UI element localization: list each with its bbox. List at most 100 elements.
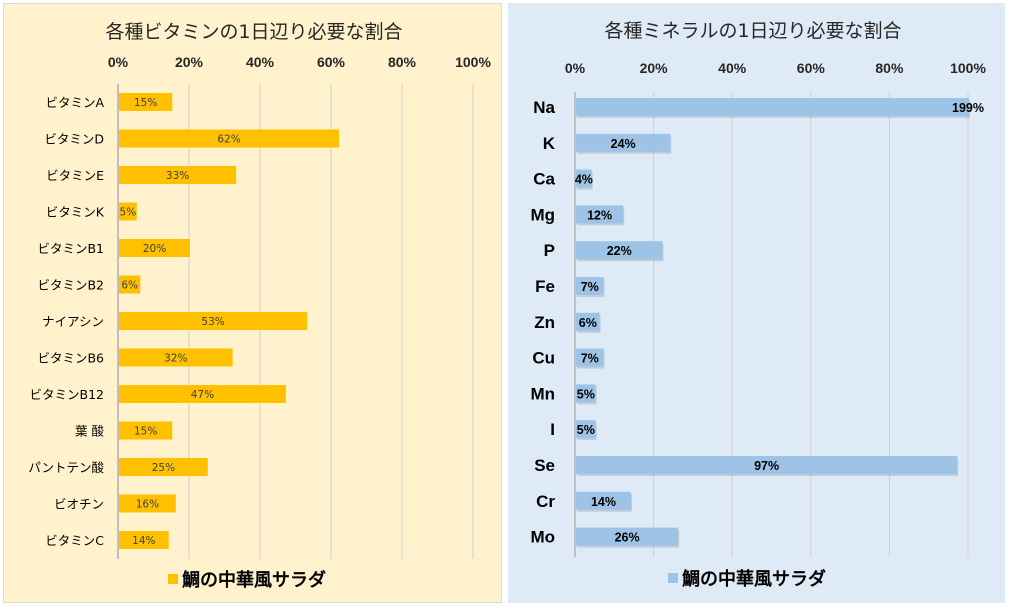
vitamin-chart-panel: 各種ビタミンの1日辺り必要な割合 0% 20% 40% 60% 80% 100% ビタミンA…: [3, 3, 502, 603]
vitamin-category-label: ビタミンA: [45, 95, 104, 110]
mineral-data-label: 5%: [577, 423, 595, 437]
mineral-category-label: Ca: [533, 170, 555, 189]
mineral-bar: [576, 312, 600, 331]
vitamin-x-tick-label: 20%: [175, 54, 204, 70]
mineral-x-tick-label: 60%: [797, 60, 826, 76]
mineral-data-label: 26%: [615, 531, 640, 545]
mineral-category-label: I: [550, 420, 555, 439]
vitamin-data-label: 32%: [164, 353, 187, 365]
vitamin-bar: [119, 458, 208, 476]
vitamin-data-label: 6%: [121, 280, 138, 292]
vitamin-data-label: 47%: [191, 389, 214, 401]
vitamin-category-label: ビタミンC: [45, 533, 104, 548]
vitamin-chart: 各種ビタミンの1日辺り必要な割合 0% 20% 40% 60% 80% 100% ビタミンA…: [28, 21, 491, 591]
mineral-data-label: 199%: [952, 101, 984, 115]
vitamin-bar: [119, 275, 141, 294]
mineral-x-tick-label: 0%: [565, 60, 586, 76]
vitamin-bar: [119, 166, 237, 184]
vitamin-bar: [119, 93, 173, 111]
mineral-bar: [576, 169, 592, 188]
mineral-data-label: 22%: [607, 244, 632, 258]
mineral-data-label: 14%: [591, 495, 616, 509]
mineral-chart: 各種ミネラルの1日辺り必要な割合 0% 20% 40% 60% 80% 100% Na 199…: [530, 20, 986, 590]
mineral-category-label: Na: [533, 98, 555, 117]
mineral-bar: [576, 456, 958, 474]
vitamin-category-label: ビタミンD: [44, 132, 104, 147]
vitamin-category-label: パントテン酸: [28, 460, 104, 475]
mineral-category-label: K: [543, 134, 556, 153]
vitamin-data-label: 53%: [201, 316, 224, 328]
vitamin-category-label: ビタミンE: [46, 168, 104, 183]
mineral-legend: 鯛の中華風サラダ: [668, 568, 826, 590]
vitamin-bar: [119, 239, 190, 257]
mineral-bar: [576, 133, 671, 152]
mineral-category-label: Cu: [532, 349, 555, 368]
vitamin-category-label: ビオチン: [54, 497, 104, 512]
mineral-x-tick-label: 100%: [950, 60, 986, 76]
vitamin-bar: [119, 385, 286, 403]
mineral-x-tick-label: 20%: [640, 60, 669, 76]
vitamin-data-label: 15%: [134, 426, 157, 438]
mineral-category-label: Se: [534, 456, 555, 475]
vitamin-data-label: 14%: [132, 535, 155, 547]
vitamin-x-tick-label: 60%: [317, 54, 346, 70]
vitamin-data-label: 20%: [143, 243, 166, 255]
vitamin-x-tick-label: 40%: [246, 54, 275, 70]
mineral-bar: [576, 348, 604, 367]
vitamin-category-label: ビタミンB2: [37, 278, 104, 293]
mineral-category-label: Mo: [530, 528, 555, 547]
mineral-data-label: 5%: [577, 387, 595, 401]
mineral-chart-title: 各種ミネラルの1日辺り必要な割合: [604, 20, 901, 42]
vitamin-legend: 鯛の中華風サラダ: [168, 569, 326, 591]
vitamin-data-label: 16%: [136, 499, 159, 511]
vitamin-data-label: 25%: [152, 462, 175, 474]
vitamin-category-label: ビタミンK: [46, 205, 105, 220]
mineral-data-label: 97%: [754, 459, 779, 473]
mineral-bar: [576, 527, 679, 546]
mineral-bar: [576, 384, 596, 403]
vitamin-bar: [119, 531, 169, 549]
vitamin-x-tick-label: 0%: [108, 54, 129, 70]
vitamin-x-tick-label: 80%: [388, 54, 417, 70]
vitamin-bar: [119, 348, 233, 367]
vitamin-bar: [119, 202, 137, 221]
mineral-category-label: Fe: [535, 277, 555, 296]
mineral-data-label: 4%: [575, 173, 593, 187]
mineral-category-label: Mn: [530, 384, 555, 403]
vitamin-data-label: 62%: [217, 134, 240, 146]
mineral-category-label: P: [544, 241, 555, 260]
mineral-data-label: 7%: [581, 280, 599, 294]
vitamin-data-label: 15%: [134, 97, 157, 109]
vitamin-category-label: ビタミンB6: [37, 351, 104, 366]
vitamin-bar: [119, 494, 176, 513]
mineral-x-tick-label: 40%: [718, 60, 747, 76]
vitamin-bar: [119, 312, 308, 330]
mineral-legend-swatch: [668, 573, 678, 583]
mineral-bar: [576, 491, 632, 510]
mineral-chart-panel: 各種ミネラルの1日辺り必要な割合 0% 20% 40% 60% 80% 100% Na 199…: [508, 3, 1005, 603]
mineral-data-label: 7%: [581, 352, 599, 366]
mineral-data-label: 24%: [611, 137, 636, 151]
vitamin-category-label: 葉 酸: [75, 424, 104, 439]
vitamin-category-label: ビタミンB12: [30, 387, 104, 402]
mineral-x-tick-label: 80%: [875, 60, 904, 76]
mineral-category-label: Mg: [530, 205, 555, 224]
mineral-bar: [576, 420, 596, 439]
mineral-category-label: Zn: [534, 313, 555, 332]
vitamin-x-tick-label: 100%: [455, 54, 491, 70]
vitamin-category-label: ビタミンB1: [37, 241, 104, 256]
mineral-bar: [576, 241, 663, 260]
vitamin-legend-swatch: [168, 574, 178, 584]
vitamin-legend-label: 鯛の中華風サラダ: [182, 569, 326, 591]
vitamin-category-label: ナイアシン: [42, 314, 104, 329]
vitamin-data-label: 33%: [166, 170, 189, 182]
vitamin-bar: [119, 421, 173, 440]
mineral-category-label: Cr: [536, 492, 555, 511]
mineral-legend-label: 鯛の中華風サラダ: [682, 568, 826, 590]
mineral-data-label: 6%: [579, 316, 597, 330]
mineral-bar: [576, 277, 604, 295]
vitamin-data-label: 5%: [120, 207, 137, 219]
mineral-bar: [576, 205, 624, 224]
vitamin-chart-title: 各種ビタミンの1日辺り必要な割合: [105, 21, 402, 43]
mineral-data-label: 12%: [587, 208, 612, 222]
